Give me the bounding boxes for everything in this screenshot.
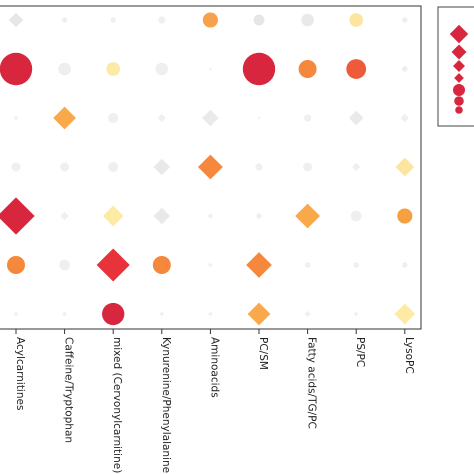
x-tick-label: mixed (Cervonylcarnitine) <box>111 337 123 473</box>
data-point <box>295 203 321 229</box>
data-point <box>53 106 76 130</box>
data-point <box>350 210 362 222</box>
data-point <box>7 256 25 274</box>
data-point <box>96 248 130 282</box>
x-tick-label: PC/SM <box>257 337 269 370</box>
data-point <box>108 161 119 173</box>
x-tick-label: Fatty acids/TG/PC <box>306 337 318 429</box>
legend-marker <box>451 44 467 60</box>
data-point <box>0 197 35 235</box>
data-point <box>155 62 169 76</box>
data-point <box>257 116 261 120</box>
data-point <box>395 157 415 177</box>
data-point <box>8 12 24 28</box>
data-point <box>253 14 265 26</box>
data-point <box>303 162 313 172</box>
data-point <box>153 207 171 225</box>
data-point <box>298 60 317 78</box>
data-point <box>354 312 359 316</box>
data-point <box>402 66 408 72</box>
data-point <box>0 52 33 86</box>
data-point <box>346 59 367 79</box>
data-point <box>394 303 416 325</box>
data-point <box>256 213 262 219</box>
x-tick-label: LysoPC <box>403 337 415 374</box>
data-point <box>402 17 408 23</box>
data-point <box>208 67 212 71</box>
data-point <box>208 263 213 267</box>
data-point <box>202 12 218 28</box>
data-point <box>157 113 166 123</box>
data-point <box>14 312 18 316</box>
data-point <box>304 114 312 122</box>
data-point <box>110 17 116 23</box>
data-point <box>60 211 69 221</box>
data-point <box>207 213 213 219</box>
x-axis-ticks: Acylcarnitines Caffeine/Tryptophan mixed (… <box>14 329 415 473</box>
data-point <box>102 205 124 227</box>
data-point <box>61 17 68 23</box>
data-point <box>247 302 271 326</box>
legend <box>437 6 474 127</box>
data-point <box>304 310 311 318</box>
x-tick-label: Caffeine/Tryptophan <box>63 337 75 443</box>
data-point <box>152 256 171 274</box>
data-point <box>158 16 166 24</box>
data-point <box>348 110 364 126</box>
data-point <box>202 109 219 127</box>
data-point <box>255 163 263 171</box>
data-point <box>301 13 314 27</box>
x-tick-label: PS/PC <box>354 337 366 367</box>
data-point <box>353 262 359 268</box>
x-tick-label: Aminoacids <box>208 337 220 398</box>
data-point <box>14 116 18 120</box>
data-point <box>108 112 119 124</box>
data-point <box>242 52 276 86</box>
data-point <box>106 62 121 76</box>
data-point <box>304 262 311 268</box>
data-point <box>58 62 71 76</box>
data-point <box>208 312 213 316</box>
data-point <box>246 252 272 278</box>
data-point <box>352 162 361 172</box>
data-point <box>59 259 70 271</box>
data-point <box>11 162 21 172</box>
data-point <box>153 158 171 176</box>
data-point <box>402 262 408 268</box>
legend-marker <box>449 24 469 44</box>
data-point <box>62 312 67 316</box>
legend-marker <box>454 96 464 106</box>
x-tick-label: Kynurenine/Phenylalanine <box>160 337 172 473</box>
data-point <box>197 154 223 180</box>
x-tick-label: Acylcarnitines <box>14 337 26 410</box>
data-point <box>349 13 364 27</box>
data-point <box>160 312 164 316</box>
legend-marker <box>454 73 464 83</box>
legend-marker <box>453 60 465 72</box>
legend-marker <box>453 84 465 96</box>
plot-frame <box>0 5 422 330</box>
data-point <box>400 113 409 123</box>
data-point <box>397 208 413 224</box>
plot-area <box>0 5 422 330</box>
data-point <box>60 162 70 172</box>
data-point <box>102 302 125 326</box>
legend-marker <box>455 106 463 114</box>
